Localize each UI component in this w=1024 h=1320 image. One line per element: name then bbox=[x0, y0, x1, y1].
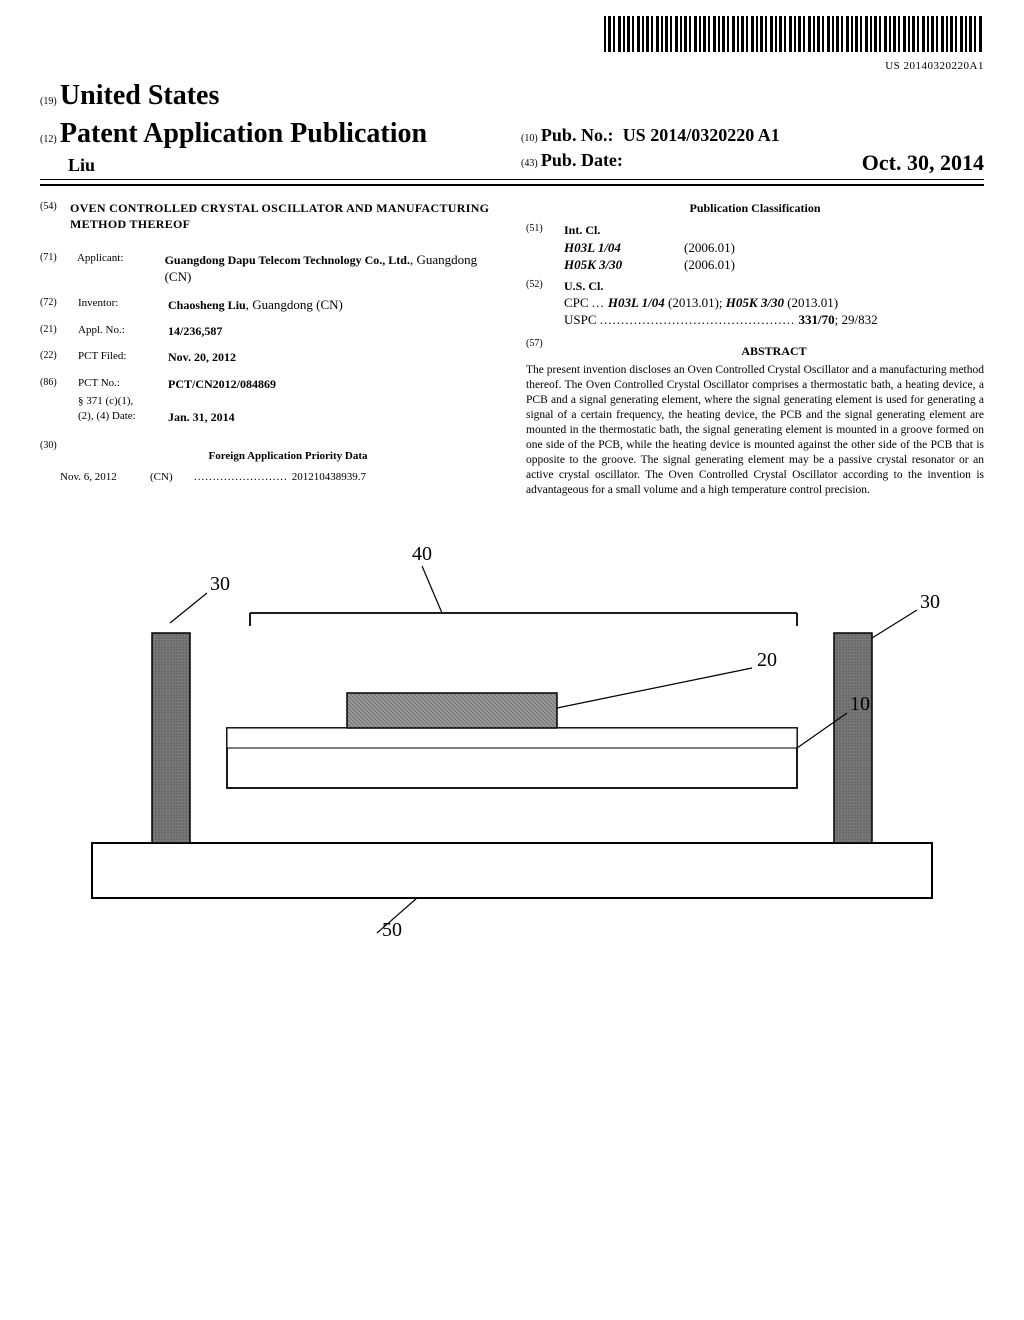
barcode-number: US 20140320220A1 bbox=[40, 59, 984, 74]
cpc-label: CPC bbox=[564, 295, 589, 310]
cpc-code-2: H05K 3/30 bbox=[726, 295, 784, 310]
cpc-date-2: (2013.01) bbox=[784, 295, 838, 310]
pct-filed-date: Nov. 20, 2012 bbox=[168, 349, 236, 365]
leader-dots: ........................................… bbox=[600, 312, 796, 327]
field-num-54: (54) bbox=[40, 200, 70, 232]
pub-date: Oct. 30, 2014 bbox=[862, 148, 984, 178]
field-num-30: (30) bbox=[40, 439, 78, 470]
left-column: (54) OVEN CONTROLLED CRYSTAL OSCILLATOR … bbox=[40, 200, 498, 497]
field-num-21: (21) bbox=[40, 323, 78, 339]
ipc-code-2: H05K 3/30 bbox=[564, 256, 684, 274]
figure-svg: 50 30 30 40 20 10 bbox=[62, 538, 962, 938]
classification-heading: Publication Classification bbox=[526, 200, 984, 216]
pct-no-label: PCT No.: bbox=[78, 376, 168, 392]
section-371-line: § 371 (c)(1), bbox=[78, 394, 498, 409]
applicant-label: Applicant: bbox=[77, 251, 165, 286]
uspc-code-2: ; 29/832 bbox=[835, 312, 878, 327]
figure-label-30-right: 30 bbox=[920, 591, 940, 613]
us-cl-label: U.S. Cl. bbox=[564, 278, 603, 294]
field-num-52: (52) bbox=[526, 278, 564, 294]
figure-label-20: 20 bbox=[757, 649, 777, 671]
ipc-version-2: (2006.01) bbox=[684, 256, 735, 274]
patent-figure: 50 30 30 40 20 10 bbox=[40, 538, 984, 958]
field-num-43: (43) bbox=[521, 158, 538, 169]
field-num-72: (72) bbox=[40, 296, 78, 314]
abstract-text: The present invention discloses an Oven … bbox=[526, 363, 984, 497]
inventor-name: Chaosheng Liu bbox=[168, 298, 246, 312]
appl-no: 14/236,587 bbox=[168, 323, 222, 339]
priority-date: Nov. 6, 2012 bbox=[60, 470, 150, 485]
ipc-version-1: (2006.01) bbox=[684, 239, 735, 257]
inventor-label: Inventor: bbox=[78, 296, 168, 314]
abstract-heading: ABSTRACT bbox=[564, 343, 984, 359]
divider-bold bbox=[40, 184, 984, 186]
uspc-code-1: 331/70 bbox=[799, 312, 835, 327]
field-num-57: (57) bbox=[526, 337, 564, 363]
figure-label-10: 10 bbox=[850, 693, 870, 715]
country: United States bbox=[60, 80, 219, 111]
inventor-location: , Guangdong (CN) bbox=[246, 297, 343, 312]
right-column: Publication Classification (51) Int. Cl.… bbox=[526, 200, 984, 497]
applicant-name: Guangdong Dapu Telecom Technology Co., L… bbox=[165, 253, 410, 267]
pct-filed-label: PCT Filed: bbox=[78, 349, 168, 365]
field-num-51: (51) bbox=[526, 222, 564, 238]
appl-no-label: Appl. No.: bbox=[78, 323, 168, 339]
barcode-graphic bbox=[604, 16, 984, 52]
field-num-71: (71) bbox=[40, 251, 77, 286]
bibliographic-columns: (54) OVEN CONTROLLED CRYSTAL OSCILLATOR … bbox=[40, 200, 984, 497]
priority-country: (CN) bbox=[150, 470, 194, 485]
section-371-date-label: (2), (4) Date: bbox=[78, 409, 168, 425]
pct-no: PCT/CN2012/084869 bbox=[168, 376, 276, 392]
ipc-code-1: H03L 1/04 bbox=[564, 239, 684, 257]
int-cl-label: Int. Cl. bbox=[564, 222, 600, 238]
field-num-19: (19) bbox=[40, 96, 57, 107]
leader-dots: ... bbox=[592, 295, 605, 310]
barcode-block: US 20140320220A1 bbox=[40, 16, 984, 73]
masthead: (19) United States (12) Patent Applicati… bbox=[40, 77, 984, 177]
figure-label-30-left: 30 bbox=[210, 573, 230, 595]
priority-appno: 201210438939.7 bbox=[292, 470, 366, 485]
section-371-date: Jan. 31, 2014 bbox=[168, 409, 235, 425]
foreign-priority-heading: Foreign Application Priority Data bbox=[78, 449, 498, 464]
pub-no-label: Pub. No.: bbox=[541, 125, 614, 145]
figure-label-40: 40 bbox=[412, 543, 432, 565]
author-name: Liu bbox=[68, 155, 95, 175]
field-num-22: (22) bbox=[40, 349, 78, 365]
figure-label-50: 50 bbox=[382, 919, 402, 938]
publication-type: Patent Application Publication bbox=[60, 118, 427, 149]
uspc-label: USPC bbox=[564, 312, 597, 327]
divider bbox=[40, 179, 984, 180]
field-num-10: (10) bbox=[521, 133, 538, 144]
field-num-86: (86) bbox=[40, 376, 78, 392]
cpc-date-1: (2013.01); bbox=[665, 295, 726, 310]
field-num-12: (12) bbox=[40, 134, 57, 145]
cpc-code-1: H03L 1/04 bbox=[608, 295, 665, 310]
invention-title: OVEN CONTROLLED CRYSTAL OSCILLATOR AND M… bbox=[70, 200, 498, 232]
leader-dots: ......................... bbox=[194, 470, 288, 485]
pub-date-label: Pub. Date: bbox=[541, 150, 623, 170]
pub-no: US 2014/0320220 A1 bbox=[623, 125, 780, 145]
